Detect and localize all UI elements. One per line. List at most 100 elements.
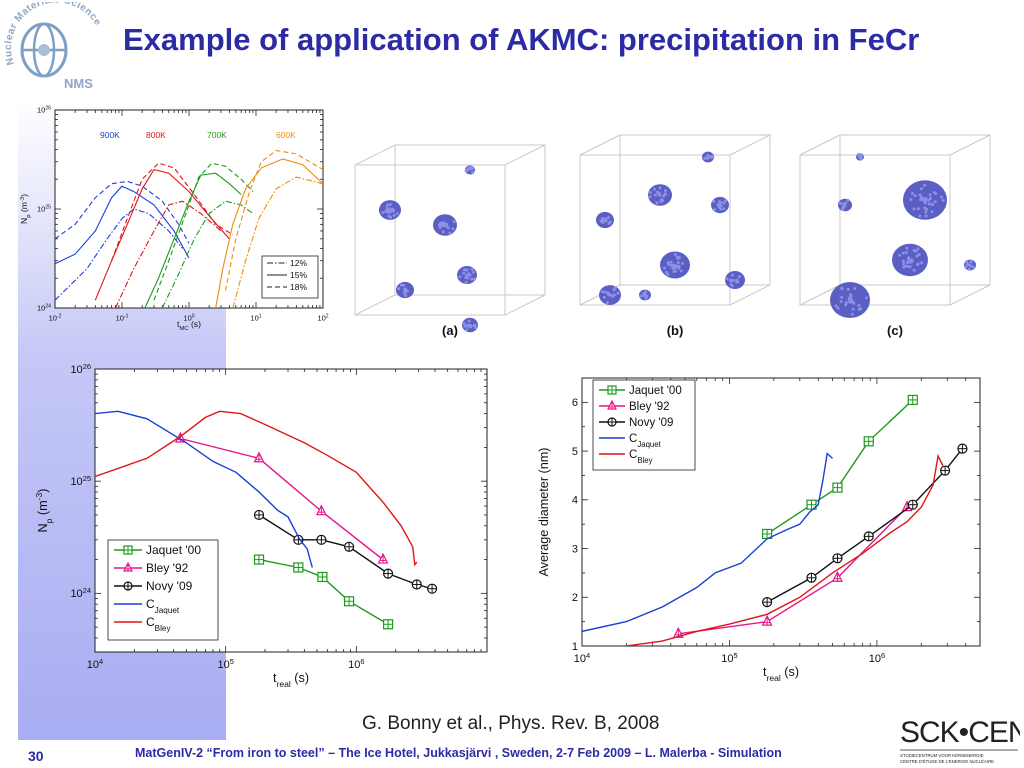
box-edge <box>354 294 396 316</box>
plot-area <box>582 394 968 646</box>
page-number: 30 <box>28 748 44 764</box>
y-tick-label: 3 <box>572 543 578 555</box>
y-tick-label: 2 <box>572 592 578 604</box>
precipitate-cluster <box>838 198 852 212</box>
box-edge <box>504 144 546 166</box>
legend-label: CBley <box>146 615 171 633</box>
box-edge <box>729 284 771 306</box>
legend-label: CJaquet <box>629 433 662 449</box>
x-tick-label: 105 <box>721 651 737 666</box>
precipitate-cluster <box>464 165 475 175</box>
x-tick-label: 10-2 <box>49 314 62 323</box>
precipitate-cluster <box>648 184 672 206</box>
legend-label: 18% <box>290 282 307 292</box>
x-axis-label: treal (s) <box>273 671 309 689</box>
y-axis-label: Average diameter (nm) <box>537 447 551 576</box>
x-tick-label: 106 <box>869 651 885 666</box>
nms-logo: Nuclear Materials Science NMS <box>4 2 103 91</box>
legend-label: Bley '92 <box>146 561 189 575</box>
plot-area <box>95 410 438 630</box>
x-tick-label: 106 <box>348 657 364 672</box>
temperature-label: 900K <box>100 130 120 140</box>
y-tick-label: 1026 <box>70 361 91 376</box>
chart-tmc-density: 10-2 10-1 100 101 102 1024 1025 1026 tMC (s) Np (… <box>19 106 329 332</box>
precipitate-cluster <box>462 317 478 333</box>
snapshot-label: (c) <box>887 323 903 338</box>
chart-treal-diameter: 104 105 106 1 2 3 4 5 6 treal (s) Average diameter… <box>537 377 981 683</box>
x-tick-label: 102 <box>317 314 328 323</box>
precipitate-cluster <box>599 285 621 305</box>
legend-label: 15% <box>290 270 307 280</box>
series-line <box>161 200 254 308</box>
y-axis-label: Np (m-3) <box>34 488 54 532</box>
box-edge <box>729 134 771 156</box>
y-tick-label: 4 <box>572 495 578 507</box>
x-tick-label: 105 <box>217 657 233 672</box>
legend-label: 12% <box>290 258 307 268</box>
series-line <box>55 180 190 244</box>
box-edge <box>799 134 841 156</box>
y-tick-label: 1025 <box>70 474 91 489</box>
box-edge <box>799 284 841 306</box>
precipitate-cluster <box>457 266 477 284</box>
series-line <box>215 158 323 308</box>
legend-label: CJaquet <box>146 597 180 615</box>
snapshot-box <box>579 134 771 306</box>
legend-label: Novy '09 <box>629 417 673 429</box>
series-line <box>111 162 234 261</box>
y-tick-label: 1024 <box>37 304 51 313</box>
temperature-label: 800K <box>146 130 166 140</box>
x-tick-label: 100 <box>183 314 194 323</box>
x-axis-label: tMC (s) <box>177 319 201 332</box>
plot-area <box>55 149 323 308</box>
temperature-label: 700K <box>207 130 227 140</box>
legend-label: Novy '09 <box>146 579 193 593</box>
legend-label: CBley <box>629 449 653 465</box>
x-tick-label: 10-1 <box>116 314 129 323</box>
precipitate-cluster <box>433 214 457 236</box>
x-tick-label: 104 <box>574 651 590 666</box>
y-tick-label: 1026 <box>37 106 51 115</box>
x-tick-label: 104 <box>87 657 103 672</box>
citation: G. Bonny et al., Phys. Rev. B, 2008 <box>362 713 660 734</box>
precipitate-cluster <box>964 259 976 271</box>
precipitate-cluster <box>892 243 928 277</box>
legend-label: Jaquet '00 <box>146 543 201 557</box>
series-line <box>582 452 833 633</box>
box-edge <box>799 154 951 306</box>
precipitate-cluster <box>379 200 401 220</box>
box-edge <box>354 144 396 166</box>
series-line <box>153 162 254 301</box>
box-edge <box>839 134 991 286</box>
series-line <box>95 410 418 567</box>
series-line <box>224 149 323 291</box>
precipitate-cluster <box>725 271 745 289</box>
series-line <box>232 176 323 308</box>
precipitate-cluster <box>711 196 729 214</box>
footer-text: MatGenIV-2 “From iron to steel” – The Ic… <box>135 746 782 760</box>
y-tick-label: 1024 <box>70 586 91 601</box>
sck-logo-line2: CENTRE D'ÉTUDE DE L'ENERGIE NUCLÉAIRE <box>900 759 994 764</box>
series-line <box>55 208 183 301</box>
box-edge <box>579 134 621 156</box>
y-axis-label: Np (m-3) <box>19 194 32 224</box>
legend-label: Bley '92 <box>629 401 670 413</box>
series-line <box>180 437 384 561</box>
precipitate-cluster <box>396 281 414 299</box>
precipitate-cluster <box>702 151 714 163</box>
precipitate-cluster <box>639 289 651 301</box>
snapshot-box <box>354 144 546 333</box>
box-edge <box>354 164 506 316</box>
precipitate-cluster <box>903 180 947 220</box>
box-edge <box>949 134 991 156</box>
precipitate-cluster <box>660 251 690 279</box>
box-edge <box>619 134 771 286</box>
box-edge <box>394 144 546 296</box>
series-line <box>95 410 313 568</box>
snapshot-label: (a) <box>442 323 458 338</box>
legend-label: Jaquet '00 <box>629 385 682 397</box>
x-axis-label: treal (s) <box>763 665 799 683</box>
box-edge <box>949 284 991 306</box>
series-line <box>55 185 190 265</box>
x-tick-label: 101 <box>250 314 261 323</box>
